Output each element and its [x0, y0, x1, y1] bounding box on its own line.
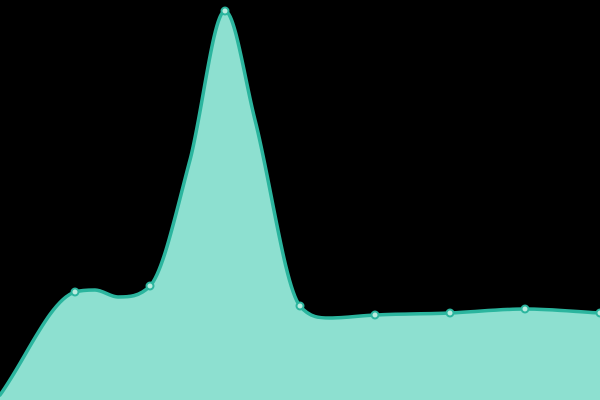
area-fill — [0, 11, 600, 400]
series-line — [0, 9, 600, 397]
data-point-marker — [220, 6, 230, 16]
data-point-marker — [70, 287, 80, 297]
data-point-marker — [520, 304, 530, 314]
data-point-marker — [595, 308, 600, 318]
data-point-marker — [445, 308, 455, 318]
data-point-marker — [295, 301, 305, 311]
data-point-marker — [145, 281, 155, 291]
data-point-marker — [370, 310, 380, 320]
